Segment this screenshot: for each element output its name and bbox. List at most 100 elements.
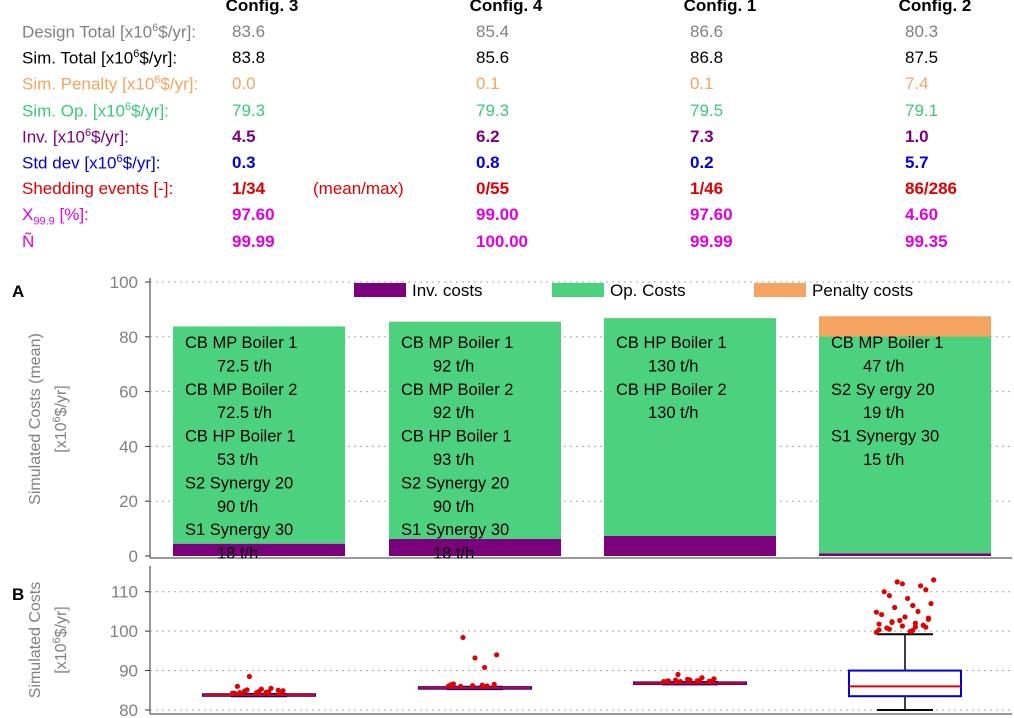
outlier-point (902, 614, 908, 620)
cell-value: 87.5 (905, 48, 939, 68)
cell-value: 83.8 (232, 48, 266, 68)
bar-segment (819, 336, 991, 554)
outlier-point (482, 664, 488, 671)
outlier-point (889, 619, 895, 626)
row-label: Design Total [x106$/yr]: (22, 22, 197, 42)
cell-value: 99.99 (690, 231, 733, 251)
row-label: Sim. Total [x106$/yr]: (22, 48, 178, 68)
bar-annotation: 47 t/h (863, 357, 904, 375)
cell-value: 79.5 (690, 100, 724, 120)
bar-annotation: S1 Synergy 30 (401, 521, 509, 539)
outlier-point (470, 682, 476, 689)
outlier-point (876, 627, 882, 633)
cell-value: 79.3 (232, 100, 266, 120)
y-tick-label: 100 (110, 273, 138, 292)
outlier-point (472, 655, 478, 661)
outlier-point (237, 690, 243, 696)
y-axis-label-units: [x106$/yr] (51, 385, 70, 453)
outlier-point (258, 686, 264, 692)
bar-segment (389, 539, 561, 556)
bar-annotation: CB MP Boiler 1 (401, 334, 514, 352)
bar-annotation: CB MP Boiler 1 (831, 334, 944, 352)
cell-value: 1/34 (232, 179, 266, 199)
cell-value: 86.6 (690, 22, 724, 41)
bar-annotation: 130 t/h (648, 404, 698, 422)
cell-value: 85.4 (476, 22, 510, 41)
cell-value: 80.3 (905, 22, 939, 41)
row-label: Sim. Op. [x106$/yr]: (22, 100, 169, 121)
cell-value: 97.60 (232, 205, 275, 225)
column-header: Config. 1 (683, 0, 757, 15)
bar-segment (389, 321, 561, 540)
outlier-point (931, 577, 937, 583)
outlier-point (280, 688, 286, 694)
legend-swatch (754, 283, 806, 297)
y-tick-label-b: 80 (119, 701, 138, 718)
row-label: Std dev [x106$/yr]: (22, 153, 161, 173)
cell-value: 0/55 (476, 179, 510, 199)
legend-swatch (354, 283, 406, 297)
bar-annotation: 92 t/h (433, 404, 474, 422)
bar-segment (819, 553, 991, 556)
outlier-point (881, 589, 887, 595)
y-tick-label: 20 (119, 492, 138, 511)
cell-value: 4.5 (232, 126, 256, 146)
outlier-point (925, 615, 932, 621)
bar-annotation: 18 t/h (433, 545, 474, 563)
outlier-point (912, 624, 919, 630)
column-header: Config. 3 (225, 0, 299, 15)
y-axis-label-b: Simulated Costs (27, 582, 44, 699)
panel-label-b: B (12, 585, 24, 604)
outlier-point (677, 679, 684, 685)
cell-value: 99.35 (905, 231, 948, 251)
legend-label: Inv. costs (412, 281, 483, 300)
outlier-point (484, 683, 490, 689)
row-label: Inv. [x106$/yr]: (22, 126, 129, 147)
y-tick-label-b: 100 (110, 622, 138, 641)
column-header: Config. 2 (898, 0, 972, 15)
cell-value: 0.0 (232, 74, 256, 94)
bar-segment (173, 543, 345, 556)
outlier-point (910, 602, 916, 609)
summary-table: Config. 3 Config. 4 Config. 1 Config. 2 Desi… (0, 0, 1014, 268)
cell-value: 7.3 (690, 126, 714, 146)
cell-value: 83.6 (232, 22, 266, 41)
outlier-point (494, 652, 500, 658)
outlier-point (234, 683, 240, 689)
cell-value: 79.3 (476, 100, 510, 120)
bar-annotation: CB HP Boiler 1 (401, 428, 512, 446)
outlier-point (873, 609, 880, 615)
outlier-point (886, 593, 893, 599)
cell-value: 4.60 (905, 205, 939, 225)
outlier-point (915, 608, 921, 615)
cell-value: 86/286 (905, 179, 957, 199)
bar-segment (819, 316, 991, 337)
outlier-point (665, 678, 672, 684)
outlier-point (899, 581, 906, 587)
outlier-point (268, 685, 274, 691)
cell-value: 85.6 (476, 48, 510, 68)
cell-value: 99.00 (476, 205, 519, 225)
bar-annotation: CB MP Boiler 2 (185, 381, 298, 399)
bar-annotation: 15 t/h (863, 451, 904, 469)
row-label: Ñ (22, 231, 35, 251)
outlier-point (892, 604, 898, 611)
outlier-point (244, 687, 250, 693)
y-axis-label-units-b: [x106$/yr] (51, 606, 70, 674)
outlier-point (899, 623, 906, 629)
cell-value: 0.2 (690, 153, 714, 172)
cell-value: 0.1 (690, 74, 714, 94)
y-tick-label: 80 (119, 328, 138, 347)
row-label: X99.9 [%]: (22, 205, 89, 228)
bar-annotation: 93 t/h (433, 451, 474, 469)
bar-annotation: CB HP Boiler 2 (616, 381, 727, 399)
cell-value: 0.8 (476, 153, 500, 172)
bar-segment (173, 326, 345, 544)
cell-value: 5.7 (905, 153, 929, 172)
outlier-point (879, 611, 885, 618)
bar-annotation: S1 Synergy 30 (831, 428, 939, 446)
bar-annotation: S1 Synergy 30 (185, 521, 293, 539)
bar-annotation: S2 Synergy 20 (185, 474, 293, 492)
outlier-point (897, 617, 903, 624)
outlier-point (923, 587, 929, 593)
